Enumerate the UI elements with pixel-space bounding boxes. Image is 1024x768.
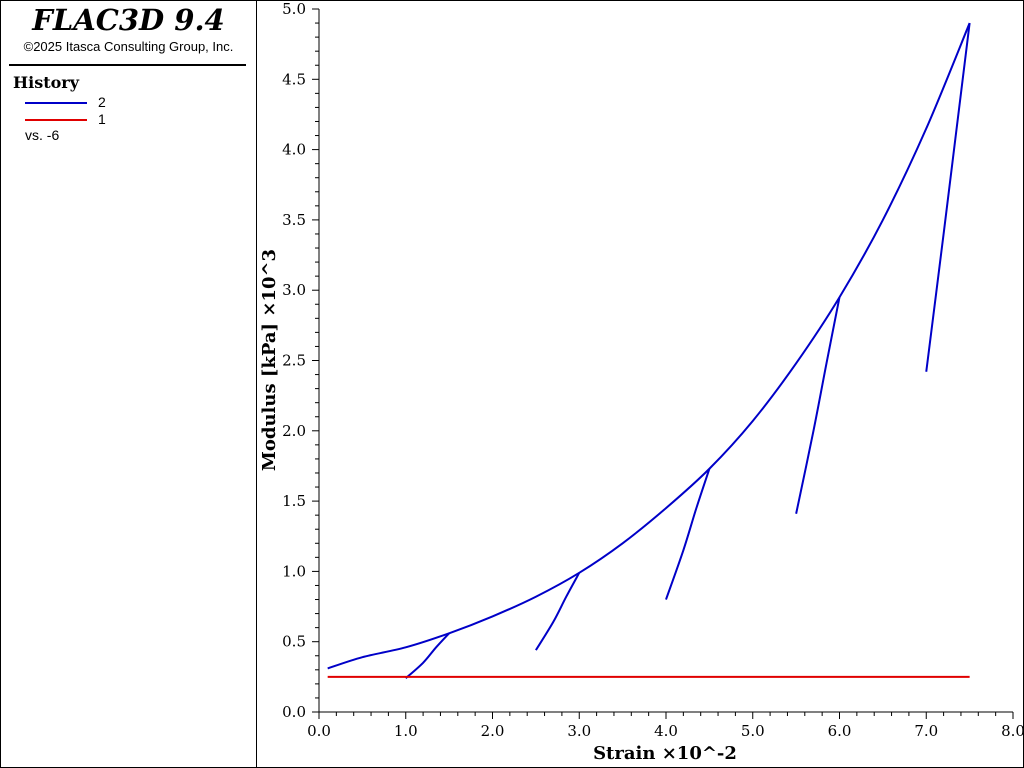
chart-series bbox=[327, 22, 971, 680]
x-tick-label: 8.0 bbox=[1001, 722, 1024, 740]
legend-panel: FLAC3D 9.4 ©2025 Itasca Consulting Group… bbox=[1, 1, 257, 767]
y-tick-label: 2.0 bbox=[282, 422, 306, 440]
legend-heading: History bbox=[13, 73, 79, 92]
series-2-line-4 bbox=[795, 297, 841, 514]
x-tick-label: 2.0 bbox=[481, 722, 505, 740]
series-2-line-2 bbox=[535, 572, 581, 651]
y-tick-label: 5.0 bbox=[282, 0, 306, 18]
copyright-text: ©2025 Itasca Consulting Group, Inc. bbox=[23, 39, 234, 54]
legend-swatch-red bbox=[25, 119, 87, 121]
x-tick-label: 7.0 bbox=[914, 722, 938, 740]
x-tick-label: 5.0 bbox=[741, 722, 765, 740]
x-tick-label: 0.0 bbox=[307, 722, 331, 740]
y-tick-label: 3.5 bbox=[282, 211, 306, 229]
app-title: FLAC3D 9.4 bbox=[32, 3, 225, 37]
legend-vs-label: vs. -6 bbox=[25, 127, 60, 143]
series-2-line-5 bbox=[925, 22, 971, 372]
y-tick-label: 4.0 bbox=[282, 141, 306, 159]
y-tick-label: 2.5 bbox=[282, 352, 306, 370]
x-tick-label: 6.0 bbox=[828, 722, 852, 740]
legend-swatch-blue bbox=[25, 102, 87, 104]
legend-label: 1 bbox=[98, 111, 106, 127]
y-axis-title: Modulus [kPa] ×10^3 bbox=[259, 249, 280, 471]
y-tick-label: 0.5 bbox=[282, 633, 306, 651]
y-tick-label: 4.5 bbox=[282, 70, 306, 88]
y-tick-label: 3.0 bbox=[282, 281, 306, 299]
series-2-line-0 bbox=[327, 22, 971, 670]
x-tick-label: 3.0 bbox=[567, 722, 591, 740]
x-axis-title: Strain ×10^-2 bbox=[593, 743, 737, 764]
series-2-line-1 bbox=[405, 632, 450, 680]
y-tick-label: 0.0 bbox=[282, 703, 306, 721]
series-2-line-3 bbox=[665, 468, 711, 600]
legend-label: 2 bbox=[98, 94, 106, 110]
legend-divider bbox=[9, 64, 246, 66]
x-tick-label: 4.0 bbox=[654, 722, 678, 740]
y-tick-label: 1.0 bbox=[282, 562, 306, 580]
y-tick-label: 1.5 bbox=[282, 492, 306, 510]
x-tick-label: 1.0 bbox=[394, 722, 418, 740]
chart-axes: 0.0 1.0 2.0 3.0 4.0 5.0 6.0 7.0 8.0 0.0 0.5 1.0 1.5 2… bbox=[282, 0, 1024, 740]
